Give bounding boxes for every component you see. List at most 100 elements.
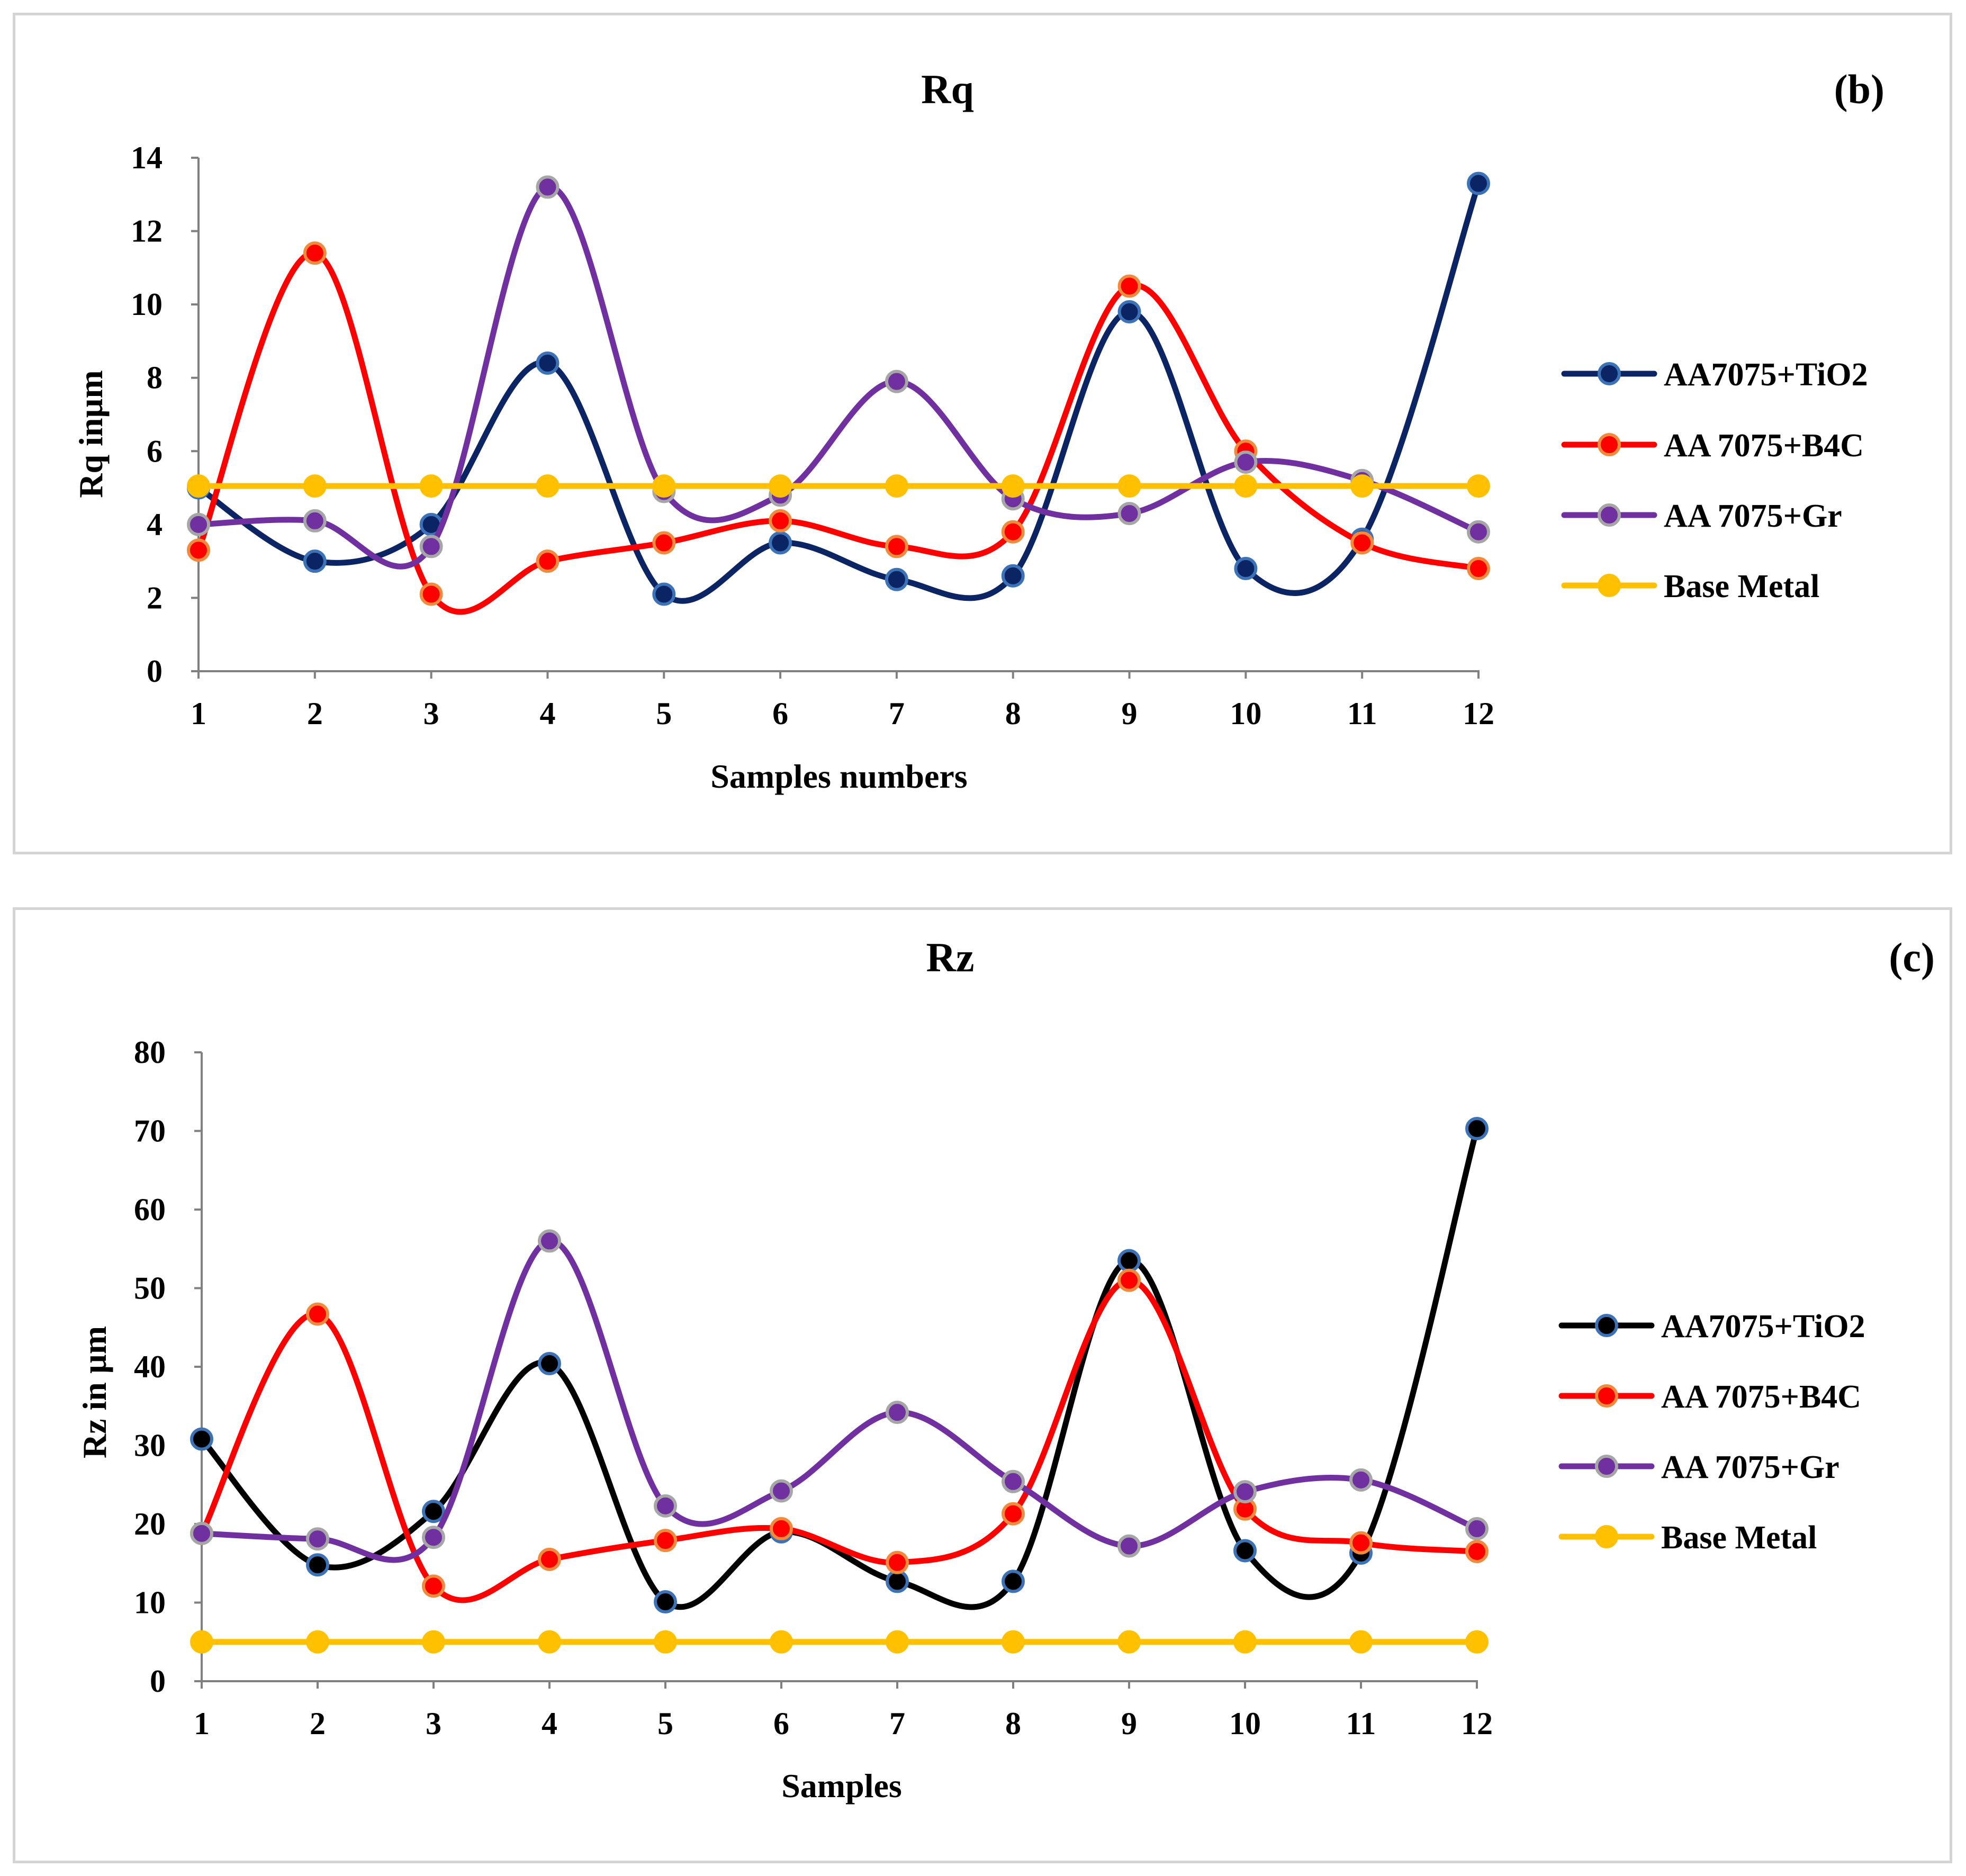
data-point — [886, 1570, 909, 1593]
data-point — [886, 1550, 909, 1574]
series-group — [190, 1117, 1489, 1654]
data-point — [1350, 531, 1374, 555]
data-point — [769, 509, 792, 533]
data-point — [1117, 300, 1141, 323]
series-aa-7075+gr — [187, 175, 1490, 570]
x-tick-label: 2 — [310, 1706, 326, 1741]
x-tick-label: 7 — [889, 1706, 905, 1741]
x-tick-label: 5 — [656, 696, 672, 731]
legend-marker — [1595, 1525, 1618, 1548]
y-tick-label: 14 — [131, 140, 163, 175]
data-point — [306, 1527, 329, 1551]
x-tick-label: 10 — [1229, 1706, 1261, 1741]
chart-panel-rz — [13, 907, 1952, 1863]
legend-marker — [1598, 574, 1621, 597]
rz-chart: Rz (c) Samples Rz in µm 0 10 20 30 40 50 60 70 8… — [76, 934, 1935, 1805]
y-tick-label: 4 — [147, 507, 163, 542]
y-axis-label: Rq inµm — [72, 370, 110, 498]
y-tick-label: 50 — [134, 1271, 166, 1306]
data-point — [187, 538, 210, 562]
y-axis-label: Rz in µm — [76, 1326, 113, 1458]
data-point — [303, 549, 327, 573]
y-ticks: 0 10 20 30 40 50 60 70 80 — [134, 1035, 202, 1699]
data-point — [770, 1479, 793, 1503]
data-point — [1234, 474, 1258, 498]
data-point — [187, 512, 210, 536]
data-point — [1002, 1570, 1025, 1593]
series-line — [195, 181, 1482, 604]
data-point — [886, 1401, 909, 1424]
data-point — [1002, 1630, 1025, 1654]
x-tick-label: 5 — [657, 1706, 673, 1741]
data-point — [1465, 1517, 1489, 1540]
data-point — [1233, 1630, 1257, 1654]
series-aa7075+tio2 — [187, 172, 1490, 606]
data-point — [1117, 274, 1141, 298]
data-point — [303, 241, 327, 265]
series-aa7075+tio2 — [190, 1117, 1489, 1614]
data-point — [538, 1547, 561, 1571]
legend-marker — [1595, 1384, 1618, 1408]
data-point — [886, 1630, 909, 1654]
legend-label: AA 7075+B4C — [1664, 428, 1864, 464]
data-point — [1467, 172, 1490, 195]
legend-item: Base Metal — [1561, 569, 1819, 605]
x-tick-label: 3 — [426, 1706, 441, 1741]
data-point — [1467, 520, 1490, 544]
legend-marker — [1598, 433, 1621, 456]
data-point — [190, 1630, 213, 1654]
x-tick-label: 7 — [889, 696, 905, 731]
y-tick-label: 8 — [147, 360, 163, 395]
chart-title: Rz — [926, 934, 975, 980]
legend-label: AA7075+TiO2 — [1661, 1309, 1865, 1345]
legend-marker — [1598, 503, 1621, 527]
data-point — [1467, 474, 1490, 498]
data-point — [1001, 474, 1025, 498]
y-tick-label: 10 — [134, 1585, 166, 1620]
series-line — [195, 250, 1482, 615]
x-tick-label: 9 — [1122, 696, 1138, 731]
legend-label: AA 7075+B4C — [1661, 1379, 1861, 1415]
y-tick-label: 6 — [147, 434, 163, 468]
legend-item: AA 7075+Gr — [1558, 1449, 1839, 1485]
data-point — [303, 509, 327, 533]
x-ticks: 1 2 3 4 5 6 7 8 9 10 11 12 — [191, 671, 1494, 731]
x-tick-label: 12 — [1463, 696, 1494, 731]
y-tick-label: 30 — [134, 1428, 166, 1463]
y-tick-label: 0 — [147, 654, 163, 689]
x-tick-label: 6 — [772, 696, 788, 731]
y-tick-label: 60 — [134, 1192, 166, 1227]
data-point — [422, 1526, 445, 1549]
data-point — [419, 582, 443, 606]
data-point — [306, 1553, 329, 1577]
data-point — [419, 474, 443, 498]
x-tick-label: 2 — [307, 696, 323, 731]
data-point — [422, 1500, 445, 1523]
data-point — [770, 1630, 793, 1654]
data-point — [769, 531, 792, 555]
legend-marker — [1595, 1314, 1618, 1337]
data-point — [1002, 1469, 1025, 1493]
panel-label: (b) — [1834, 66, 1884, 112]
data-point — [536, 549, 560, 573]
y-tick-label: 80 — [134, 1035, 166, 1070]
data-point — [1117, 502, 1141, 526]
chart-panel-rq — [13, 13, 1952, 854]
data-point — [1350, 474, 1374, 498]
data-point — [422, 1630, 445, 1654]
data-point — [1117, 1630, 1141, 1654]
x-tick-label: 3 — [423, 696, 439, 731]
data-point — [652, 582, 676, 606]
x-tick-label: 4 — [539, 696, 555, 731]
x-tick-label: 6 — [773, 1706, 789, 1741]
legend-item: AA 7075+B4C — [1558, 1379, 1861, 1415]
legend-marker — [1598, 362, 1621, 385]
data-point — [652, 474, 676, 498]
data-point — [419, 535, 443, 558]
data-point — [654, 1529, 677, 1553]
panel-label: (c) — [1889, 934, 1935, 980]
x-tick-label: 10 — [1230, 696, 1261, 731]
data-point — [538, 1229, 561, 1253]
data-point — [1001, 564, 1025, 588]
